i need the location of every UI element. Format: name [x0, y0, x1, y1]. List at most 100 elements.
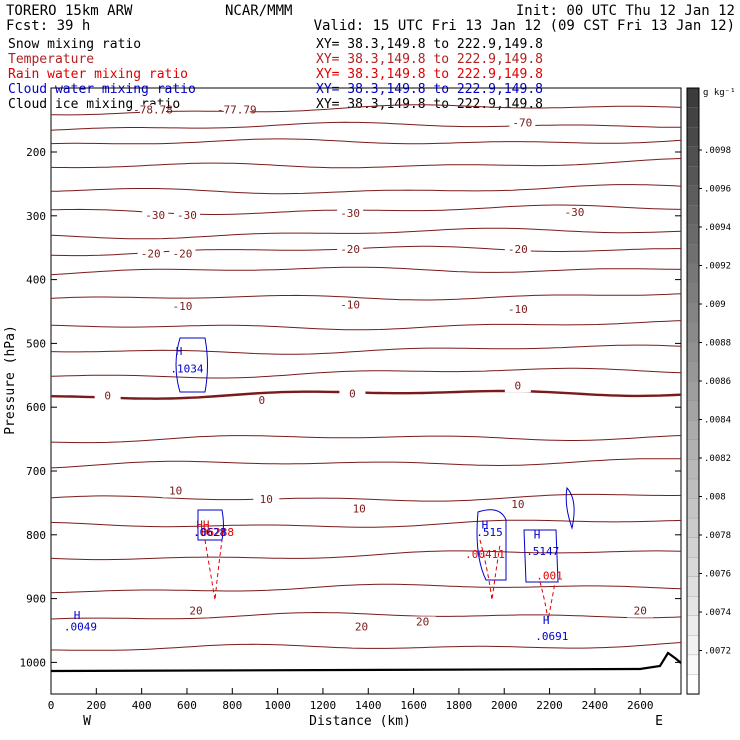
- temperature-label-bg: [137, 248, 164, 261]
- temperature-contour: [50, 611, 682, 620]
- temperature-label-bg: [409, 616, 436, 629]
- colorbar-cell: [686, 420, 700, 441]
- temperature-label: -20: [141, 247, 161, 260]
- x-tick-label: 600: [177, 699, 197, 712]
- x-tick-label: 2200: [536, 699, 563, 712]
- mixing-ratio-contour: [479, 539, 501, 601]
- temperature-label: 20: [189, 605, 202, 618]
- temperature-label-bg: [337, 299, 364, 312]
- mixing-ratio-label: .00411: [465, 548, 505, 561]
- legend-name: Rain water mixing ratio: [8, 67, 188, 82]
- east-label: E: [655, 714, 663, 729]
- temperature-label-bg: [504, 499, 531, 512]
- x-tick-label: 2400: [582, 699, 609, 712]
- colorbar-tick-label: .009: [704, 300, 726, 310]
- temperature-label: -20: [508, 243, 528, 256]
- temperature-contour: [50, 121, 681, 131]
- mixing-ratio-label: .0628: [193, 526, 226, 539]
- temperature-contour: [50, 227, 682, 240]
- temperature-label-bg: [248, 395, 275, 408]
- y-tick-label: 400: [26, 274, 46, 287]
- temperature-label: -30: [565, 206, 585, 219]
- temperature-contour: [51, 642, 682, 651]
- temperature-label-bg: [504, 303, 531, 316]
- colorbar: g kg⁻¹ .0098 .0096 .0094 .0092 .009 .0088 .0086…: [686, 87, 736, 695]
- mixing-ratio-contour: [204, 539, 223, 601]
- colorbar-cell: [686, 361, 700, 382]
- mixing-ratio-label: H: [482, 518, 489, 531]
- temperature-label: 10: [511, 498, 524, 511]
- mixing-ratio-contour: [197, 509, 224, 541]
- x-tick-label: 1400: [355, 699, 382, 712]
- mixing-ratio-label: HH: [196, 518, 209, 531]
- colorbar-cell: [686, 674, 700, 695]
- legend-xy: XY= 38.3,149.8 to 222.9,149.8: [316, 52, 543, 67]
- legend-name: Cloud water mixing ratio: [8, 82, 196, 97]
- colorbar-cell: [686, 654, 700, 676]
- mixing-ratio-label: H: [534, 529, 541, 542]
- terrain-line: [50, 651, 682, 673]
- temperature-label-bg: [94, 390, 121, 403]
- colorbar-cell: [686, 381, 700, 402]
- colorbar-tick-label: .0098: [704, 146, 731, 156]
- temperature-label: -70: [512, 116, 532, 129]
- temperature-contour: [50, 583, 682, 594]
- temperature-contour: [50, 344, 682, 355]
- temperature-contour: [50, 435, 682, 444]
- terrain-path: [50, 651, 682, 673]
- y-tick-label: 200: [26, 146, 46, 159]
- mixing-ratio-label: .5147: [526, 545, 559, 558]
- mixing-ratio-contour: [565, 486, 575, 530]
- temperature-label: 10: [353, 502, 366, 515]
- temperature-label: 10: [169, 485, 182, 498]
- colorbar-cell: [686, 283, 700, 304]
- y-tick-label: 700: [26, 465, 46, 478]
- temperature-label: -30: [340, 207, 360, 220]
- colorbar-tick-label: .008: [704, 493, 726, 503]
- colorbar-tick-label: .0074: [704, 608, 731, 618]
- colorbar-tick-label: .0086: [704, 377, 731, 387]
- x-tick-label: 1600: [400, 699, 427, 712]
- temperature-label: 0: [104, 390, 111, 403]
- temperature-label: 10: [260, 493, 273, 506]
- temperature-contour: [50, 519, 682, 528]
- colorbar-cell: [686, 478, 700, 500]
- colorbar-tick-label: .0094: [704, 223, 731, 233]
- temperature-label: 20: [634, 605, 647, 618]
- temperature-label: -78.78: [133, 104, 173, 117]
- colorbar-cell: [686, 615, 700, 637]
- x-tick-label: 400: [132, 699, 152, 712]
- mixing-ratio-label: H: [74, 609, 81, 622]
- temperature-label: 20: [416, 615, 429, 628]
- colorbar-frame: [686, 87, 700, 695]
- temperature-label: -77.79: [217, 104, 257, 117]
- temperature-label-bg: [169, 301, 196, 314]
- temperature-label-bg: [169, 248, 196, 261]
- colorbar-cell: [686, 87, 700, 109]
- legend-xy: XY= 38.3,149.8 to 222.9,149.8: [316, 67, 543, 82]
- temperature-label-bg: [253, 493, 280, 506]
- colorbar-tick-label: .0072: [704, 647, 731, 657]
- temperature-label-bg: [509, 117, 536, 130]
- temperature-label-bg: [348, 621, 375, 634]
- x-tick-label: 2000: [491, 699, 518, 712]
- colorbar-tick-label: .0078: [704, 531, 731, 541]
- colorbar-cell: [686, 126, 700, 148]
- temperature-label: 0: [349, 388, 356, 401]
- temperature-label: -30: [145, 209, 165, 222]
- legend-name: Temperature: [8, 52, 94, 67]
- colorbar-cell: [686, 224, 700, 246]
- temperature-contour: [50, 266, 682, 276]
- temperature-contour: [50, 458, 681, 469]
- colorbar-tick-label: .0076: [704, 570, 731, 580]
- mixing-ratio-contour: [523, 529, 559, 583]
- colorbar-cell: [686, 341, 700, 363]
- colorbar-cell: [686, 596, 700, 617]
- mixing-ratio-contour: [175, 337, 208, 393]
- x-tick-label: 1800: [446, 699, 473, 712]
- temperature-label-bg: [504, 243, 531, 256]
- temperature-label: -10: [508, 303, 528, 316]
- temperature-label: -20: [340, 243, 360, 256]
- mixing-ratio-contour: [539, 581, 556, 621]
